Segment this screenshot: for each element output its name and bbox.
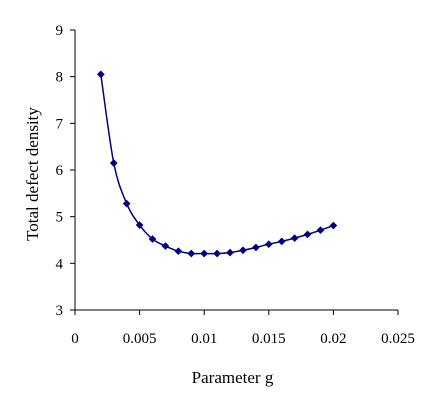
x-tick-label: 0 bbox=[71, 331, 79, 347]
axes bbox=[70, 29, 399, 315]
y-tick-label: 8 bbox=[56, 70, 64, 86]
data-point-marker bbox=[174, 247, 183, 256]
data-point-marker bbox=[264, 240, 273, 249]
y-tick-label: 9 bbox=[56, 23, 64, 39]
data-point-marker bbox=[96, 70, 105, 79]
data-point-marker bbox=[135, 221, 144, 230]
y-tick-label: 7 bbox=[56, 116, 64, 132]
y-tick-label: 5 bbox=[56, 210, 64, 226]
data-point-marker bbox=[239, 246, 247, 255]
data-point-marker bbox=[251, 243, 260, 252]
x-tick-labels: 0 0.005 0.01 0.015 0.02 0.025 bbox=[71, 331, 415, 347]
data-point-marker bbox=[316, 226, 325, 235]
data-point-marker bbox=[290, 234, 299, 243]
data-point-marker bbox=[109, 159, 118, 167]
series-layer bbox=[96, 70, 338, 258]
x-tick-label: 0.025 bbox=[381, 331, 415, 347]
y-axis-title: Total defect density bbox=[23, 107, 42, 241]
data-point-marker bbox=[213, 249, 222, 258]
data-point-marker bbox=[303, 230, 312, 239]
y-tick-label: 4 bbox=[56, 256, 64, 272]
x-tick-label: 0.02 bbox=[320, 331, 346, 347]
data-point-marker bbox=[226, 248, 234, 257]
y-tick-labels: 3 4 5 6 7 8 9 bbox=[56, 23, 64, 319]
data-point-marker bbox=[329, 221, 338, 230]
data-point-marker bbox=[161, 242, 170, 251]
y-tick-label: 6 bbox=[56, 163, 64, 179]
x-axis-title: Parameter g bbox=[192, 368, 274, 387]
y-tick-label: 3 bbox=[56, 303, 64, 319]
data-point-marker bbox=[122, 199, 131, 208]
data-point-marker bbox=[187, 249, 196, 258]
x-tick-label: 0.005 bbox=[123, 331, 157, 347]
data-point-marker bbox=[277, 237, 286, 246]
x-tick-label: 0.01 bbox=[191, 331, 217, 347]
data-point-marker bbox=[200, 249, 209, 258]
x-tick-label: 0.015 bbox=[252, 331, 286, 347]
series-line bbox=[100, 74, 334, 255]
data-point-marker bbox=[148, 235, 157, 244]
